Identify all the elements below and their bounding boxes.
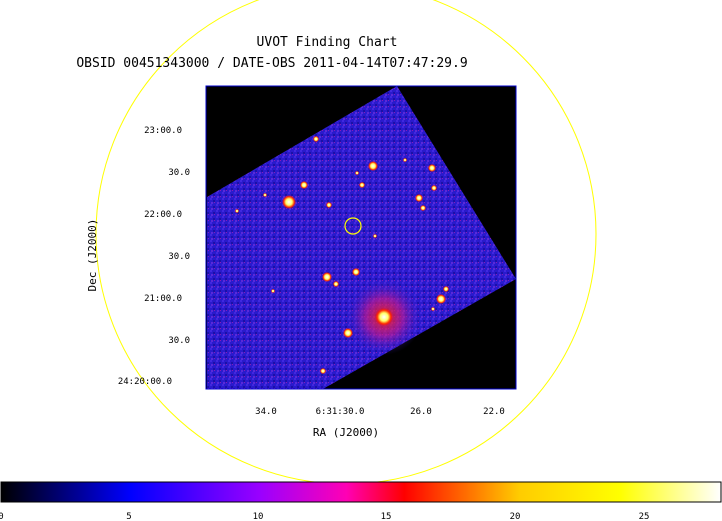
chart-title: UVOT Finding Chart (257, 35, 398, 50)
colorbar-tick-label: 10 (253, 512, 264, 521)
colorbar-tick-label: 15 (381, 512, 392, 521)
x-axis-ticks: 34.0 6:31:30.0 26.0 22.0 (255, 407, 505, 417)
y-tick-label: 24:20:00.0 (118, 377, 172, 387)
colorbar-ticks: 0 5 10 15 20 25 (0, 512, 649, 521)
x-tick-label: 6:31:30.0 (316, 407, 365, 417)
x-axis-label: RA (J2000) (313, 426, 379, 439)
colorbar-tick-label: 20 (510, 512, 521, 521)
x-tick-label: 26.0 (410, 407, 432, 417)
colorbar-tick-label: 5 (126, 512, 131, 521)
star-field (235, 136, 449, 374)
y-tick-label: 21:00.0 (144, 294, 182, 304)
colorbar-tick-label: 25 (639, 512, 650, 521)
exposure-region (207, 86, 516, 389)
y-axis-ticks: 23:00.0 30.0 22:00.0 30.0 21:00.0 30.0 2… (118, 126, 190, 387)
y-tick-label: 23:00.0 (144, 126, 182, 136)
x-tick-label: 34.0 (255, 407, 277, 417)
y-tick-label: 22:00.0 (144, 210, 182, 220)
chart-subtitle: OBSID 00451343000 / DATE-OBS 2011-04-14T… (76, 56, 467, 71)
image-frame (205, 85, 517, 390)
colorbar (0, 481, 722, 503)
x-tick-label: 22.0 (483, 407, 505, 417)
y-tick-label: 30.0 (168, 168, 190, 178)
y-axis-label: Dec (J2000) (86, 219, 99, 292)
sky-image (206, 86, 516, 389)
y-tick-label: 30.0 (168, 252, 190, 262)
y-tick-label: 30.0 (168, 336, 190, 346)
target-position-circle (344, 217, 362, 235)
colorbar-tick-label: 0 (0, 512, 4, 521)
